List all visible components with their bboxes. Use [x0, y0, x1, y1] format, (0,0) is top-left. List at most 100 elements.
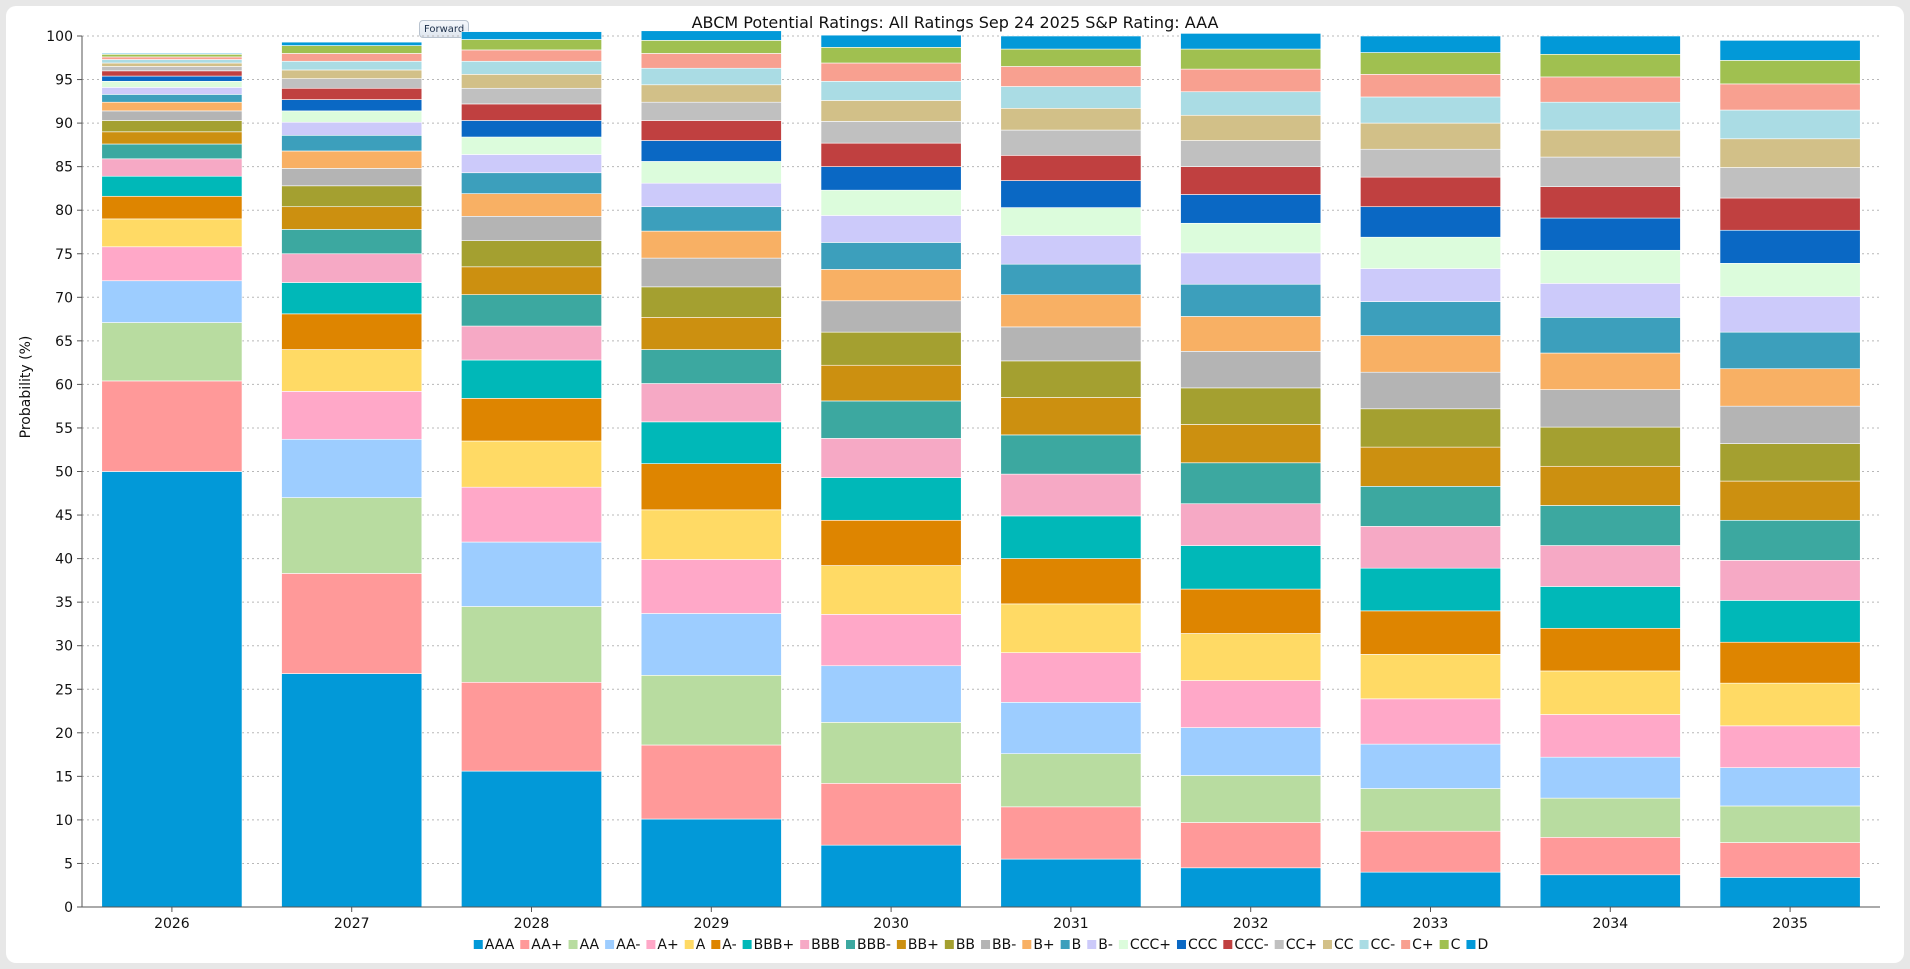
- bar-segment-AA--2032[interactable]: [1180, 727, 1322, 776]
- bar-segment-B--2027[interactable]: [281, 121, 423, 136]
- bar-segment-AAA-2030[interactable]: [820, 844, 962, 908]
- legend-item-CC+[interactable]: CC+: [1274, 937, 1317, 953]
- bar-segment-A--2030[interactable]: [820, 519, 962, 566]
- bar-segment-CCC+-2030[interactable]: [820, 189, 962, 216]
- bar-segment-CC--2026[interactable]: [101, 59, 243, 64]
- bar-segment-C-2034[interactable]: [1539, 53, 1681, 78]
- legend-item-AA[interactable]: AA: [568, 937, 600, 953]
- bar-segment-A+-2026[interactable]: [101, 246, 243, 282]
- bar-segment-BB-2030[interactable]: [820, 331, 962, 366]
- bar-segment-C+-2034[interactable]: [1539, 76, 1681, 103]
- bar-segment-AA--2033[interactable]: [1360, 743, 1501, 789]
- bar-segment-BB-2032[interactable]: [1180, 387, 1322, 425]
- bar-segment-C-2030[interactable]: [820, 47, 962, 64]
- bar-segment-BB-2031[interactable]: [1000, 360, 1142, 398]
- bar-segment-CC-2031[interactable]: [1000, 107, 1142, 131]
- bar-segment-A-2031[interactable]: [1000, 603, 1142, 653]
- bar-segment-AAA-2033[interactable]: [1360, 871, 1501, 908]
- bar-segment-B--2026[interactable]: [101, 87, 243, 95]
- bar-segment-A--2028[interactable]: [461, 398, 602, 442]
- bar-segment-AA-2029[interactable]: [640, 675, 782, 746]
- bar-segment-CCC-2031[interactable]: [1000, 180, 1142, 208]
- bar-segment-AA+-2028[interactable]: [461, 681, 602, 772]
- bar-segment-AAA-2027[interactable]: [281, 673, 423, 908]
- bar-segment-A+-2027[interactable]: [281, 391, 423, 440]
- bar-segment-A--2029[interactable]: [640, 463, 782, 511]
- bar-segment-BB+-2032[interactable]: [1180, 424, 1322, 464]
- bar-segment-D-2026[interactable]: [101, 53, 243, 55]
- bar-segment-CC--2030[interactable]: [820, 80, 962, 101]
- bar-segment-CC--2033[interactable]: [1360, 96, 1501, 124]
- bar-segment-CC--2031[interactable]: [1000, 86, 1142, 109]
- bar-segment-AAA-2026[interactable]: [101, 471, 243, 908]
- bar-segment-C-2028[interactable]: [461, 39, 602, 51]
- bar-segment-B+-2030[interactable]: [820, 269, 962, 302]
- bar-segment-D-2031[interactable]: [1000, 35, 1142, 50]
- bar-segment-AA--2030[interactable]: [820, 665, 962, 723]
- bar-segment-BB-2026[interactable]: [101, 120, 243, 133]
- bar-segment-AA-2026[interactable]: [101, 322, 243, 382]
- bar-segment-A-2029[interactable]: [640, 509, 782, 560]
- bar-segment-CCC+-2027[interactable]: [281, 110, 423, 123]
- bar-segment-C+-2027[interactable]: [281, 53, 423, 62]
- bar-segment-A--2035[interactable]: [1719, 641, 1861, 684]
- bar-segment-BB+-2035[interactable]: [1719, 480, 1861, 521]
- bar-segment-CCC-2027[interactable]: [281, 99, 423, 112]
- bar-segment-AA+-2029[interactable]: [640, 744, 782, 820]
- bar-segment-BBB-2029[interactable]: [640, 383, 782, 423]
- legend-item-BBB[interactable]: BBB: [800, 937, 840, 953]
- bar-segment-BB--2029[interactable]: [640, 257, 782, 288]
- bar-segment-CCC-2034[interactable]: [1539, 217, 1681, 251]
- bar-segment-BB--2027[interactable]: [281, 168, 423, 187]
- bar-segment-B--2030[interactable]: [820, 215, 962, 243]
- bar-segment-CCC--2030[interactable]: [820, 142, 962, 167]
- bar-segment-CC+-2026[interactable]: [101, 66, 243, 72]
- legend-item-A+[interactable]: A+: [646, 937, 679, 953]
- bar-segment-BB--2028[interactable]: [461, 215, 602, 241]
- bar-segment-CC-2030[interactable]: [820, 100, 962, 122]
- bar-segment-C+-2028[interactable]: [461, 49, 602, 62]
- bar-segment-BBB-2027[interactable]: [281, 253, 423, 283]
- bar-segment-A+-2033[interactable]: [1360, 698, 1501, 745]
- legend-item-BBB-[interactable]: BBB-: [846, 937, 891, 953]
- bar-segment-B-2027[interactable]: [281, 134, 423, 152]
- bar-segment-CCC--2029[interactable]: [640, 120, 782, 141]
- bar-segment-C-2027[interactable]: [281, 45, 423, 54]
- bar-segment-BBB-2031[interactable]: [1000, 473, 1142, 517]
- bar-segment-CCC-2035[interactable]: [1719, 229, 1861, 264]
- bar-segment-B-2028[interactable]: [461, 172, 602, 194]
- bar-segment-BBB-2028[interactable]: [461, 325, 602, 361]
- bar-segment-BBB-2034[interactable]: [1539, 545, 1681, 587]
- bar-segment-CCC+-2028[interactable]: [461, 136, 602, 155]
- bar-segment-CC--2035[interactable]: [1719, 109, 1861, 140]
- bar-segment-AA+-2035[interactable]: [1719, 842, 1861, 878]
- legend-item-CCC-[interactable]: CCC-: [1223, 937, 1269, 953]
- bar-segment-C+-2031[interactable]: [1000, 66, 1142, 87]
- bar-segment-AAA-2032[interactable]: [1180, 867, 1322, 908]
- bar-segment-CCC--2034[interactable]: [1539, 186, 1681, 219]
- legend-item-BB[interactable]: BB: [944, 937, 975, 953]
- legend-item-AA-[interactable]: AA-: [605, 937, 640, 953]
- legend-item-B+[interactable]: B+: [1022, 937, 1055, 953]
- bar-segment-A--2034[interactable]: [1539, 627, 1681, 672]
- bar-segment-A-2034[interactable]: [1539, 670, 1681, 715]
- bar-segment-CCC--2027[interactable]: [281, 87, 423, 100]
- bar-segment-CCC--2035[interactable]: [1719, 197, 1861, 231]
- bar-segment-CC+-2027[interactable]: [281, 78, 423, 89]
- bar-segment-A-2032[interactable]: [1180, 633, 1322, 681]
- bar-segment-BBB+-2033[interactable]: [1360, 567, 1501, 612]
- bar-segment-AA+-2027[interactable]: [281, 573, 423, 674]
- legend-item-AA+[interactable]: AA+: [520, 937, 563, 953]
- bar-segment-BB+-2033[interactable]: [1360, 446, 1501, 487]
- bar-segment-A+-2031[interactable]: [1000, 652, 1142, 703]
- bar-segment-C-2026[interactable]: [101, 53, 243, 58]
- bar-segment-CC-2028[interactable]: [461, 74, 602, 89]
- bar-segment-C-2035[interactable]: [1719, 60, 1861, 85]
- bar-segment-CC--2034[interactable]: [1539, 101, 1681, 131]
- bar-segment-BBB-2026[interactable]: [101, 158, 243, 177]
- bar-segment-A-2030[interactable]: [820, 565, 962, 615]
- bar-segment-BBB--2032[interactable]: [1180, 462, 1322, 505]
- bar-segment-B+-2032[interactable]: [1180, 316, 1322, 352]
- bar-segment-CC-2029[interactable]: [640, 84, 782, 103]
- bar-segment-A+-2029[interactable]: [640, 559, 782, 614]
